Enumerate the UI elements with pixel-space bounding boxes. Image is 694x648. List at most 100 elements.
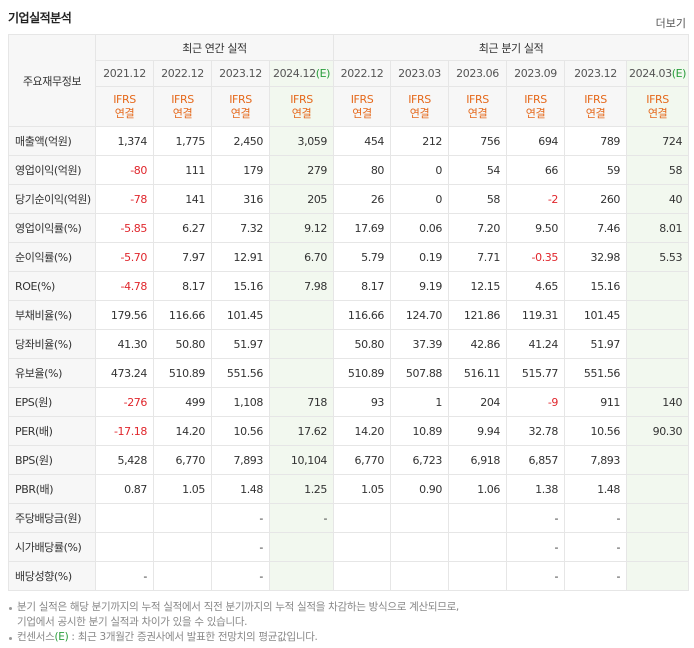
period-header: 2023.09 (506, 60, 566, 87)
more-link[interactable]: 더보기 (655, 17, 686, 30)
period: 2023.06 (456, 67, 499, 80)
period-header: 2023.12 (564, 60, 628, 87)
cell: - (564, 503, 628, 533)
estimate-mark: (E) (671, 67, 687, 80)
cell: 119.31 (506, 300, 566, 330)
cell: 8.01 (626, 213, 690, 243)
cell: 58 (626, 155, 690, 185)
cell: - (506, 503, 566, 533)
cell (626, 300, 690, 330)
cell: 212 (390, 126, 450, 156)
data-row: 순이익률(%) -5.70 7.97 12.91 6.70 5.79 0.19 7.71 -0.… (8, 242, 690, 272)
cell: - (268, 503, 335, 533)
basis: IFRS (584, 92, 607, 106)
period: 2024.12 (272, 67, 316, 80)
header-row: 주요재무정보 최근 연간 실적 최근 분기 실적 (8, 34, 690, 127)
cell: 101.45 (564, 300, 628, 330)
cell: 7.97 (153, 242, 212, 272)
period-header: 2024.12(E) (268, 60, 335, 87)
note: 분기 실적은 해당 분기까지의 누적 실적에서 직전 분기까지의 누적 실적을 … (8, 600, 459, 630)
cell: - (506, 532, 566, 562)
cell: 51.97 (564, 329, 628, 359)
cell: 718 (268, 387, 335, 417)
cell: 140 (626, 387, 690, 417)
cell: 7.71 (448, 242, 508, 272)
basis-header: IFRS 연결 (626, 86, 690, 127)
scope: 연결 (230, 106, 251, 120)
cell: 516.11 (448, 358, 508, 388)
cell: -0.35 (506, 242, 566, 272)
bullet (9, 607, 12, 610)
basis-header: IFRS 연결 (268, 86, 335, 127)
data-row: 주당배당금(원) - - - - (8, 503, 690, 533)
cell: -78 (95, 184, 154, 214)
row-label: PER(배) (8, 416, 96, 446)
cell: 111 (153, 155, 212, 185)
section-title: 기업실적분석 (8, 11, 72, 25)
cell (268, 300, 335, 330)
basis: IFRS (646, 92, 669, 106)
data-row: ROE(%) -4.78 8.17 15.16 7.98 8.17 9.19 12.15 4.6… (8, 271, 690, 301)
cell: 911 (564, 387, 628, 417)
period-header: 2023.03 (390, 60, 450, 87)
period: 2024.03 (629, 67, 672, 80)
cell: 32.98 (564, 242, 628, 272)
financial-table: 주요재무정보 최근 연간 실적 최근 분기 실적 2021.12 2022.12 2023… (8, 34, 690, 591)
cell: 141 (153, 184, 212, 214)
basis-header: IFRS 연결 (211, 86, 270, 127)
period-header: 2024.03(E) (626, 60, 690, 87)
cell: 507.88 (390, 358, 450, 388)
cell: 124.70 (390, 300, 450, 330)
period-header: 2022.12 (153, 60, 212, 87)
cell: 42.86 (448, 329, 508, 359)
row-label: 당좌비율(%) (8, 329, 96, 359)
cell: 4.65 (506, 271, 566, 301)
cell: -2 (506, 184, 566, 214)
cell: 7.20 (448, 213, 508, 243)
cell: 41.24 (506, 329, 566, 359)
cell: 5.79 (333, 242, 392, 272)
cell (268, 561, 335, 591)
cell (268, 358, 335, 388)
scope: 연결 (114, 106, 135, 120)
cell: 8.17 (153, 271, 212, 301)
cell (153, 561, 212, 591)
cell: 0.19 (390, 242, 450, 272)
group-header: 최근 연간 실적 (94, 34, 335, 61)
cell: 551.56 (211, 358, 270, 388)
cell: 6.70 (268, 242, 335, 272)
row-label: 배당성향(%) (8, 561, 96, 591)
cell: 3,059 (268, 126, 335, 156)
cell: 260 (564, 184, 628, 214)
basis-header: IFRS 연결 (95, 86, 154, 127)
cell: 1,775 (153, 126, 212, 156)
period-header: 2021.12 (95, 60, 154, 87)
cell: 551.56 (564, 358, 628, 388)
cell (333, 532, 392, 562)
period-header: 2022.12 (333, 60, 392, 87)
note-text: 컨센서스 (17, 631, 55, 643)
cell: 1.05 (333, 474, 392, 504)
note-line: 분기 실적은 해당 분기까지의 누적 실적에서 직전 분기까지의 누적 실적을 … (17, 601, 459, 613)
cell: -5.70 (95, 242, 154, 272)
cell: - (211, 503, 270, 533)
cell: 756 (448, 126, 508, 156)
data-row: 영업이익률(%) -5.85 6.27 7.32 9.12 17.69 0.06 7.20 9.… (8, 213, 690, 243)
cell: 6,918 (448, 445, 508, 475)
data-row: 배당성향(%) - - - - (8, 561, 690, 591)
cell: 7.32 (211, 213, 270, 243)
row-label: 시가배당률(%) (8, 532, 96, 562)
cell: 316 (211, 184, 270, 214)
cell (448, 561, 508, 591)
data-row: 당기순이익(억원) -78 141 316 205 26 0 58 -2 260 40 (8, 184, 690, 214)
cell: 121.86 (448, 300, 508, 330)
cell: 789 (564, 126, 628, 156)
cell (333, 561, 392, 591)
cell: - (564, 532, 628, 562)
period: 2022.12 (340, 67, 384, 80)
cell: -17.18 (95, 416, 154, 446)
period: 2023.12 (574, 67, 617, 80)
cell: 1.38 (506, 474, 566, 504)
